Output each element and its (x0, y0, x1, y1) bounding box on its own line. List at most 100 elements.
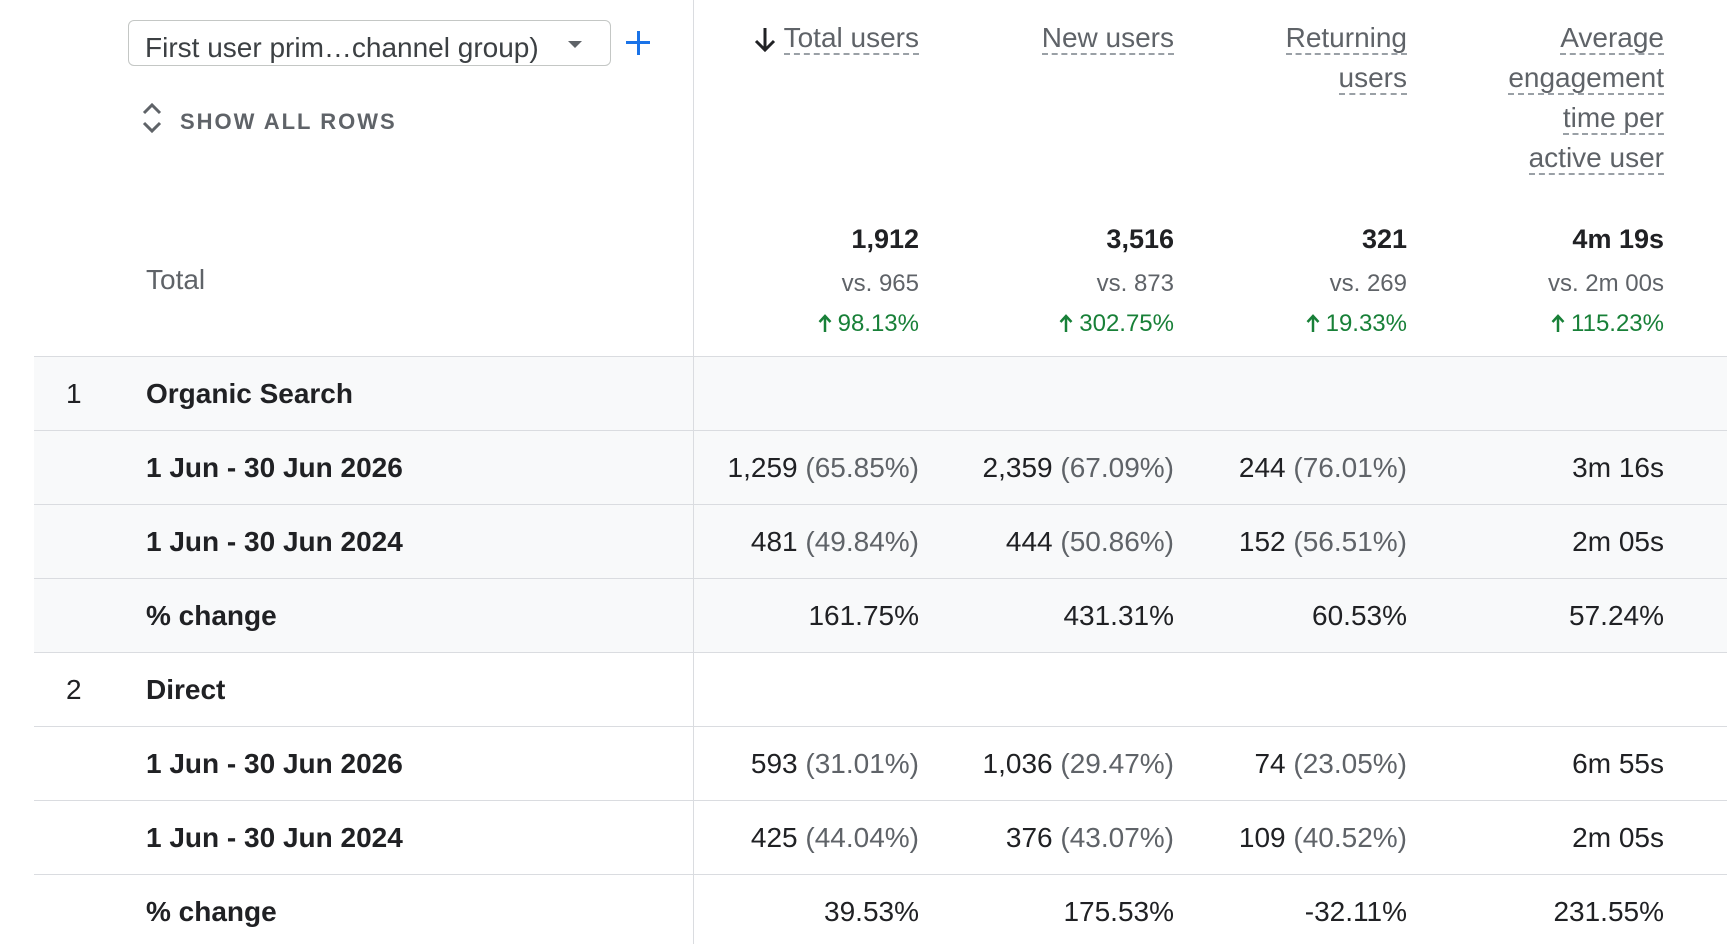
change-value: 302.75% (1079, 310, 1174, 337)
column-header-label: Returning (1286, 22, 1407, 55)
cell-percent: (31.01%) (805, 748, 919, 779)
change-value: 115.23% (1571, 310, 1664, 337)
column-header-label: active user (1529, 142, 1664, 175)
cell-value: 444 (1006, 526, 1053, 557)
cell-avg-engagement: 3m 16s (1464, 452, 1664, 484)
column-header-label: Total users (784, 22, 919, 55)
cell-total-users: 593 (31.01%) (679, 748, 919, 780)
cell-returning-users: 244 (76.01%) (1187, 452, 1407, 484)
column-header-total-users[interactable]: Total users (679, 18, 919, 58)
column-header-label: engagement (1508, 62, 1664, 95)
divider (34, 874, 1727, 875)
cell-returning-users: 60.53% (1187, 600, 1407, 632)
divider (34, 430, 1727, 431)
cell-avg-engagement: 57.24% (1464, 600, 1664, 632)
row-index: 2 (66, 674, 82, 706)
cell-returning-users: 109 (40.52%) (1187, 822, 1407, 854)
row-label: 1 Jun - 30 Jun 2024 (146, 822, 403, 854)
cell-total-users: 481 (49.84%) (679, 526, 919, 558)
cell-value: 74 (1254, 748, 1285, 779)
row-label: 1 Jun - 30 Jun 2026 (146, 452, 403, 484)
cell-percent: (76.01%) (1293, 452, 1407, 483)
cell-percent: (23.05%) (1293, 748, 1407, 779)
avg-engagement-comparison: vs. 2m 00s (1444, 270, 1664, 298)
column-header-returning-users[interactable]: Returning users (1207, 18, 1407, 98)
group-name[interactable]: Organic Search (146, 378, 353, 410)
cell-value: 1,259 (728, 452, 798, 483)
avg-engagement-change: 115.23% (1464, 310, 1664, 338)
new-users-change: 302.75% (954, 310, 1174, 338)
row-label: % change (146, 896, 277, 928)
divider (34, 578, 1727, 579)
returning-users-comparison: vs. 269 (1207, 270, 1407, 298)
total-users-value: 1,912 (719, 224, 919, 255)
avg-engagement-value: 4m 19s (1464, 224, 1664, 255)
cell-percent: (40.52%) (1293, 822, 1407, 853)
cell-value: 152 (1239, 526, 1286, 557)
column-header-label: users (1339, 62, 1407, 95)
new-users-comparison: vs. 873 (974, 270, 1174, 298)
group-name[interactable]: Direct (146, 674, 225, 706)
cell-total-users: 161.75% (679, 600, 919, 632)
cell-value: 376 (1006, 822, 1053, 853)
arrow-up-icon (1059, 313, 1073, 333)
total-users-comparison: vs. 965 (719, 270, 919, 298)
cell-avg-engagement: 231.55% (1464, 896, 1664, 928)
column-header-avg-engagement-time[interactable]: Average engagement time per active user (1444, 18, 1664, 178)
add-dimension-icon[interactable] (622, 20, 654, 66)
column-header-label: Average (1560, 22, 1664, 55)
cell-value: 2,359 (983, 452, 1053, 483)
column-header-label: New users (1042, 22, 1174, 55)
cell-percent: (49.84%) (805, 526, 919, 557)
cell-value: 425 (751, 822, 798, 853)
cell-value: 593 (751, 748, 798, 779)
cell-new-users: 431.31% (934, 600, 1174, 632)
cell-percent: (67.09%) (1060, 452, 1174, 483)
arrow-up-icon (1551, 313, 1565, 333)
total-users-change: 98.13% (719, 310, 919, 338)
arrow-up-icon (818, 313, 832, 333)
divider (34, 504, 1727, 505)
cell-returning-users: -32.11% (1187, 896, 1407, 928)
row-label: 1 Jun - 30 Jun 2024 (146, 526, 403, 558)
total-row-label: Total (146, 264, 205, 296)
show-all-rows-label: SHOW ALL ROWS (180, 109, 397, 135)
dimension-dropdown-value: First user prim…channel group) (145, 32, 539, 64)
row-label: 1 Jun - 30 Jun 2026 (146, 748, 403, 780)
divider (34, 800, 1727, 801)
dropdown-caret-icon (568, 41, 582, 48)
cell-percent: (56.51%) (1293, 526, 1407, 557)
cell-avg-engagement: 2m 05s (1464, 822, 1664, 854)
cell-percent: (65.85%) (805, 452, 919, 483)
change-value: 98.13% (838, 310, 919, 337)
row-index: 1 (66, 378, 82, 410)
divider (34, 652, 1727, 653)
cell-returning-users: 152 (56.51%) (1187, 526, 1407, 558)
change-value: 19.33% (1326, 310, 1407, 337)
cell-percent: (43.07%) (1060, 822, 1174, 853)
divider (34, 356, 1727, 357)
cell-new-users: 2,359 (67.09%) (934, 452, 1174, 484)
cell-new-users: 175.53% (934, 896, 1174, 928)
row-label: % change (146, 600, 277, 632)
new-users-value: 3,516 (974, 224, 1174, 255)
cell-new-users: 444 (50.86%) (934, 526, 1174, 558)
cell-total-users: 1,259 (65.85%) (679, 452, 919, 484)
dimension-dropdown[interactable]: First user prim…channel group) (128, 20, 611, 66)
arrow-up-icon (1306, 313, 1320, 333)
cell-new-users: 376 (43.07%) (934, 822, 1174, 854)
column-header-new-users[interactable]: New users (934, 18, 1174, 58)
column-header-label: time per (1563, 102, 1664, 135)
cell-total-users: 39.53% (679, 896, 919, 928)
divider (34, 726, 1727, 727)
cell-value: 1,036 (983, 748, 1053, 779)
sort-descending-icon (752, 18, 778, 58)
expand-collapse-icon (138, 100, 166, 136)
cell-value: 244 (1239, 452, 1286, 483)
cell-value: 109 (1239, 822, 1286, 853)
cell-percent: (29.47%) (1060, 748, 1174, 779)
cell-new-users: 1,036 (29.47%) (934, 748, 1174, 780)
cell-total-users: 425 (44.04%) (679, 822, 919, 854)
cell-percent: (50.86%) (1060, 526, 1174, 557)
returning-users-value: 321 (1207, 224, 1407, 255)
